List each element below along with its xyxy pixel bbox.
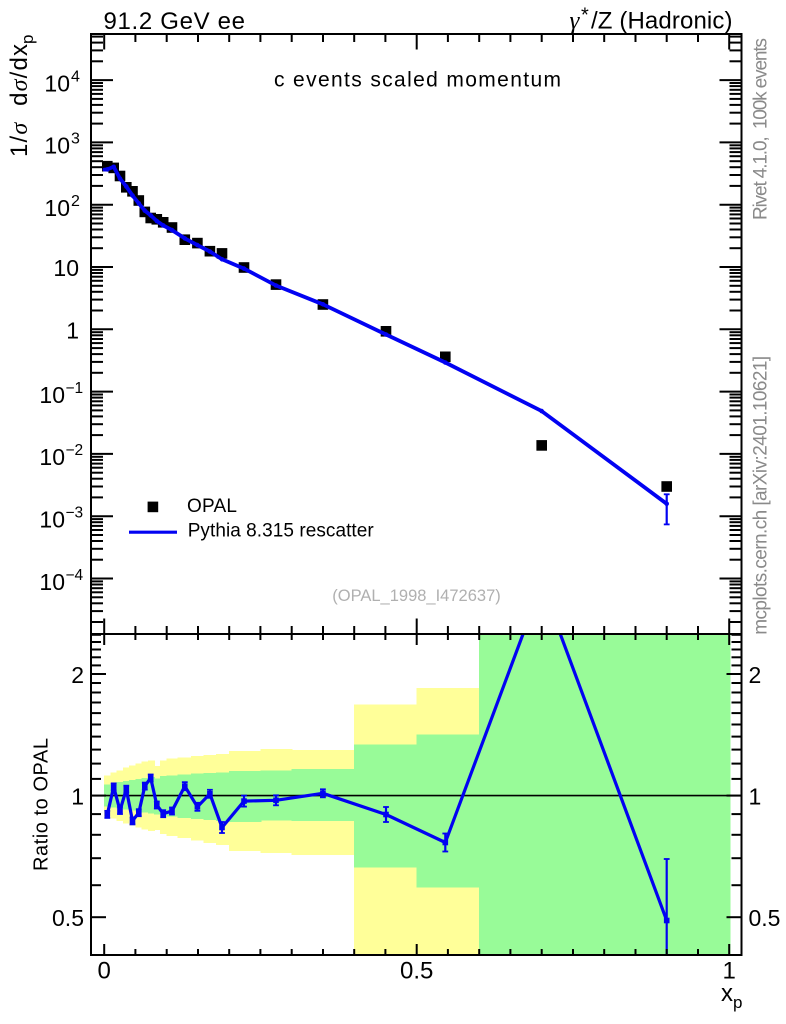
svg-text:10: 10 xyxy=(39,382,65,408)
svg-text:2: 2 xyxy=(71,193,80,210)
svg-text:2: 2 xyxy=(749,662,762,688)
svg-text:0.5: 0.5 xyxy=(749,905,781,931)
svg-text:Pythia 8.315 rescatter: Pythia 8.315 rescatter xyxy=(188,521,375,542)
svg-text:10: 10 xyxy=(53,255,79,281)
svg-text:1: 1 xyxy=(71,784,84,810)
svg-text:Ratio to OPAL: Ratio to OPAL xyxy=(31,738,53,871)
svg-text:c events scaled momentum: c events scaled momentum xyxy=(274,69,561,92)
svg-text:/Z (Hadronic): /Z (Hadronic) xyxy=(591,8,733,35)
svg-text:91.2 GeV ee: 91.2 GeV ee xyxy=(104,8,246,35)
svg-text:(OPAL_1998_I472637): (OPAL_1998_I472637) xyxy=(332,587,501,605)
svg-text:−1: −1 xyxy=(66,380,84,397)
svg-text:OPAL: OPAL xyxy=(187,496,237,517)
svg-text:10: 10 xyxy=(39,569,65,595)
svg-text:10: 10 xyxy=(44,133,70,159)
svg-text:1: 1 xyxy=(66,317,79,343)
svg-text:−2: −2 xyxy=(66,442,84,459)
svg-text:*: * xyxy=(581,5,589,27)
svg-text:10: 10 xyxy=(39,444,65,470)
svg-text:mcplots.cern.ch [arXiv:2401.10: mcplots.cern.ch [arXiv:2401.10621] xyxy=(751,356,772,635)
svg-text:1: 1 xyxy=(749,784,762,810)
svg-text:0.5: 0.5 xyxy=(400,958,433,985)
svg-text:1: 1 xyxy=(723,958,736,985)
svg-text:3: 3 xyxy=(71,131,80,148)
svg-text:γ: γ xyxy=(570,8,581,35)
svg-text:Rivet 4.1.0, 100k events: Rivet 4.1.0, 100k events xyxy=(751,38,772,220)
svg-text:4: 4 xyxy=(71,68,80,85)
svg-text:p: p xyxy=(733,993,742,1012)
svg-text:10: 10 xyxy=(39,507,65,533)
svg-text:p: p xyxy=(18,35,37,44)
svg-text:10: 10 xyxy=(44,195,70,221)
svg-text:0.5: 0.5 xyxy=(52,905,84,931)
svg-text:10: 10 xyxy=(44,70,70,96)
svg-text:−3: −3 xyxy=(66,505,84,522)
svg-text:x: x xyxy=(721,980,733,1007)
svg-text:−4: −4 xyxy=(66,567,84,584)
svg-text:2: 2 xyxy=(71,662,84,688)
svg-text:1/σ dσ/dx: 1/σ dσ/dx xyxy=(6,44,33,157)
svg-text:0: 0 xyxy=(98,958,111,985)
